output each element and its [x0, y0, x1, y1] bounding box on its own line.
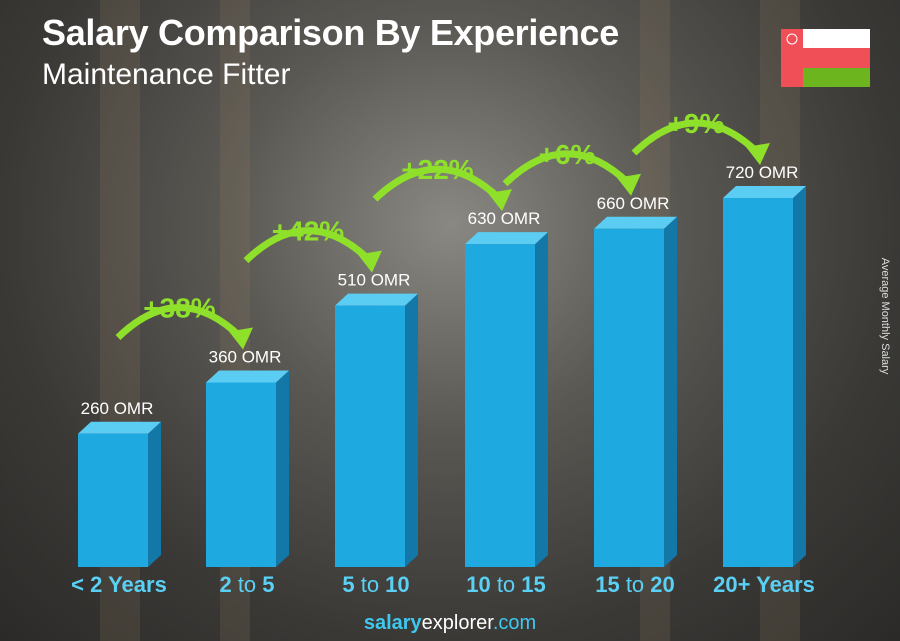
category-label-part: 5 [262, 572, 274, 597]
change-arrow [631, 119, 761, 156]
brand-explorer: explorer [421, 612, 493, 634]
category-label: 2 to 5 [219, 572, 274, 597]
value-label: 360 OMR [209, 348, 282, 367]
bar [723, 198, 793, 567]
category-label-part: 15 [595, 572, 619, 597]
bar-side [276, 370, 289, 567]
bar [78, 433, 148, 567]
percent-change-label: +22% [401, 154, 473, 185]
category-label-part: 15 [521, 572, 545, 597]
category-label-part: 2 [219, 572, 231, 597]
brand-salary: salary [363, 612, 422, 634]
bar-side [148, 421, 161, 567]
bar [206, 382, 276, 567]
arrow-head-icon [229, 327, 253, 350]
change-arrow [115, 304, 244, 341]
category-label-part: to [620, 572, 651, 597]
bar-top [594, 216, 677, 229]
category-label-part: < 2 Years [71, 572, 167, 597]
bar-side [405, 293, 418, 567]
bar [465, 244, 535, 567]
bar-top [723, 186, 806, 198]
change-arrow [502, 150, 632, 187]
category-label-part: 20+ Years [713, 572, 815, 597]
bar-top [78, 421, 161, 434]
value-label: 720 OMR [726, 163, 799, 182]
bar-top [206, 370, 289, 383]
arrow-head-icon [617, 173, 641, 196]
category-label-part: 5 [342, 572, 354, 597]
change-arrow [372, 165, 503, 202]
bar-side [535, 232, 548, 567]
bar [594, 228, 664, 567]
percent-change-label: +9% [668, 108, 725, 139]
footer-brand[interactable]: salaryexplorer.com [0, 612, 900, 635]
brand-tld: .com [492, 612, 537, 634]
change-arrow [243, 227, 373, 264]
category-label-part: 10 [466, 572, 490, 597]
bar-side [793, 186, 806, 567]
chart-subtitle: Maintenance Fitter [42, 58, 291, 91]
arrow-head-icon [488, 189, 512, 212]
category-label: 10 to 15 [466, 572, 546, 597]
oman-flag [781, 29, 870, 87]
category-label-part: to [355, 572, 386, 597]
category-label: 20+ Years [713, 572, 815, 597]
percent-change-label: +38% [143, 293, 215, 324]
value-label: 660 OMR [597, 194, 670, 213]
bar-top [465, 232, 548, 245]
bar [335, 305, 405, 567]
percent-change-label: +42% [272, 216, 344, 247]
percent-change-label: +6% [539, 139, 596, 170]
category-label-part: 10 [385, 572, 409, 597]
value-label: 630 OMR [468, 209, 541, 228]
category-label-part: to [491, 572, 522, 597]
arrow-head-icon [358, 250, 382, 273]
category-label: 15 to 20 [595, 572, 675, 597]
value-label: 510 OMR [338, 271, 411, 290]
bar-top [335, 293, 418, 306]
category-label: < 2 Years [71, 572, 167, 597]
arrow-head-icon [746, 143, 770, 165]
category-label: 5 to 10 [342, 572, 409, 597]
chart-title: Salary Comparison By Experience [42, 12, 619, 53]
category-label-part: to [232, 572, 263, 597]
bar-side [664, 216, 677, 567]
value-label: 260 OMR [81, 399, 154, 418]
category-label-part: 20 [650, 572, 674, 597]
